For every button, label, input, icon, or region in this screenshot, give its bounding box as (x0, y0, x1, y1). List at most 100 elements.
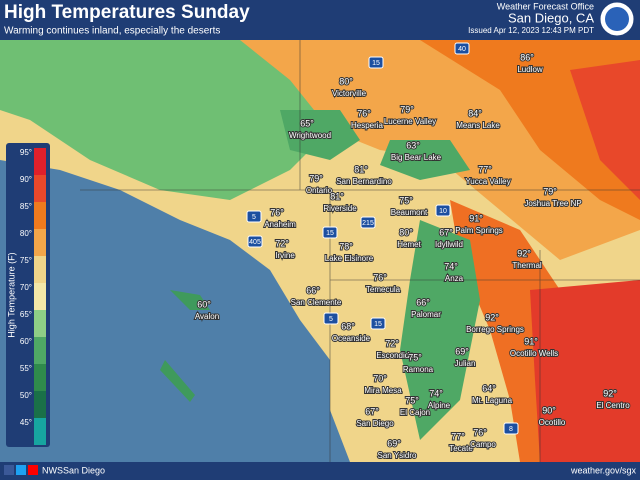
city-temp: 81° (354, 164, 368, 174)
highway-number: 10 (439, 208, 447, 215)
legend: 95° 90° 85° 80° 75° 70° 65° 60° 55° 50° 45° (20, 148, 46, 445)
city-name: Lucerne Valley (384, 117, 436, 126)
city-temp: 80° (399, 227, 413, 237)
highway-shield (435, 204, 451, 217)
city-name: El Cajon (400, 408, 430, 417)
highway-shield (454, 42, 470, 55)
legend-swatch (34, 418, 46, 445)
city-name: Escondido (376, 351, 414, 360)
highway-number: 15 (326, 230, 334, 237)
hot-east (570, 60, 640, 200)
city-temp: 76° (270, 207, 284, 217)
city-name: San Bernardino (336, 177, 392, 186)
city-name: Irvine (275, 251, 295, 260)
legend-swatch (34, 148, 46, 175)
legend-swatch (34, 175, 46, 202)
city-temp: 60° (197, 299, 211, 309)
location: San Diego, CA (508, 10, 594, 25)
city-name: Wrightwood (289, 131, 331, 140)
highway-number: 40 (458, 46, 466, 53)
legend-swatch (34, 391, 46, 418)
legend-label: 90° (20, 175, 32, 184)
legend-label: 70° (20, 283, 32, 292)
city-name: El Centro (596, 401, 630, 410)
city-temp: 84° (468, 108, 482, 118)
legend-swatch (34, 337, 46, 364)
legend-label: 95° (20, 148, 32, 157)
city-temp: 72° (275, 238, 289, 248)
city-name: Julian (455, 359, 476, 368)
highway-number: 8 (509, 426, 513, 433)
city-name: Borrego Springs (466, 325, 524, 334)
city-name: Lake Elsinore (325, 254, 374, 263)
city-temp: 92° (485, 312, 499, 322)
city-temp: 70° (373, 373, 387, 383)
highway-shield (360, 216, 376, 229)
city-temp: 76° (373, 272, 387, 282)
city-temp: 76° (473, 427, 487, 437)
city-temp: 91° (469, 213, 483, 223)
highway-number: 405 (249, 239, 261, 246)
city-name: Anza (445, 274, 464, 283)
city-name: Tecate (449, 444, 473, 453)
highway-shield (368, 56, 384, 69)
city-name: Alpine (428, 401, 451, 410)
imperial-valley (530, 280, 640, 462)
highway-number: 15 (372, 60, 380, 67)
city-temp: 67° (365, 406, 379, 416)
legend-swatch (34, 310, 46, 337)
city-temp: 77° (478, 164, 492, 174)
header-bar (0, 0, 640, 40)
city-temp: 69° (387, 438, 401, 448)
legend-label: 50° (20, 391, 32, 400)
city-temp: 65° (300, 118, 314, 128)
city-name: Ocotillo (539, 418, 566, 427)
legend-label: 80° (20, 229, 32, 238)
city-temp: 90° (542, 405, 556, 415)
city-name: Big Bear Lake (391, 153, 442, 162)
city-name: Ludlow (517, 65, 543, 74)
city-temp: 91° (524, 336, 538, 346)
highway-number: 5 (329, 316, 333, 323)
highway-number: 5 (252, 214, 256, 221)
islands (160, 290, 210, 402)
city-temp: 74° (429, 388, 443, 398)
city-name: Idyllwild (435, 240, 463, 249)
city-name: Joshua Tree NP (524, 199, 581, 208)
legend-swatch (34, 364, 46, 391)
city-name: Mt. Laguna (472, 396, 513, 405)
city-name: Hemet (397, 240, 421, 249)
footer-bar (0, 462, 640, 480)
coastal-mountains (0, 40, 330, 200)
nws-logo-inner (605, 7, 629, 31)
city-temp: 64° (482, 383, 496, 393)
city-name: Avalon (195, 312, 219, 321)
issued: Issued Apr 12, 2023 12:43 PM PDT (468, 26, 594, 35)
city-temp: 66° (306, 285, 320, 295)
city-name: San Diego (356, 419, 394, 428)
twitter-icon (16, 465, 26, 475)
county-lines (80, 40, 640, 462)
footer-url: weather.gov/sgx (570, 465, 637, 475)
city-temp: 75° (405, 395, 419, 405)
highway-shield (370, 317, 386, 330)
city-name: Campo (470, 440, 496, 449)
city-labels: 86° Ludlow 80° Victorville 76° Hesperia 79° Luc… (194, 42, 631, 461)
city-temp: 76° (357, 108, 371, 118)
city-temp: 75° (399, 195, 413, 205)
legend-label: 75° (20, 256, 32, 265)
highway-shield (503, 422, 519, 435)
legend-label: 45° (20, 418, 32, 427)
highway-shield (247, 235, 263, 248)
city-temp: 68° (341, 321, 355, 331)
city-temp: 75° (408, 352, 422, 362)
city-temp: 77° (451, 431, 465, 441)
office: Weather Forecast Office (497, 1, 594, 11)
legend-swatch (34, 202, 46, 229)
city-name: Means Lake (456, 121, 500, 130)
city-name: Riverside (323, 204, 357, 213)
city-temp: 86° (520, 52, 534, 62)
city-temp: 66° (416, 297, 430, 307)
subtitle: Warming continues inland, especially the… (4, 26, 220, 37)
legend-label: 65° (20, 310, 32, 319)
